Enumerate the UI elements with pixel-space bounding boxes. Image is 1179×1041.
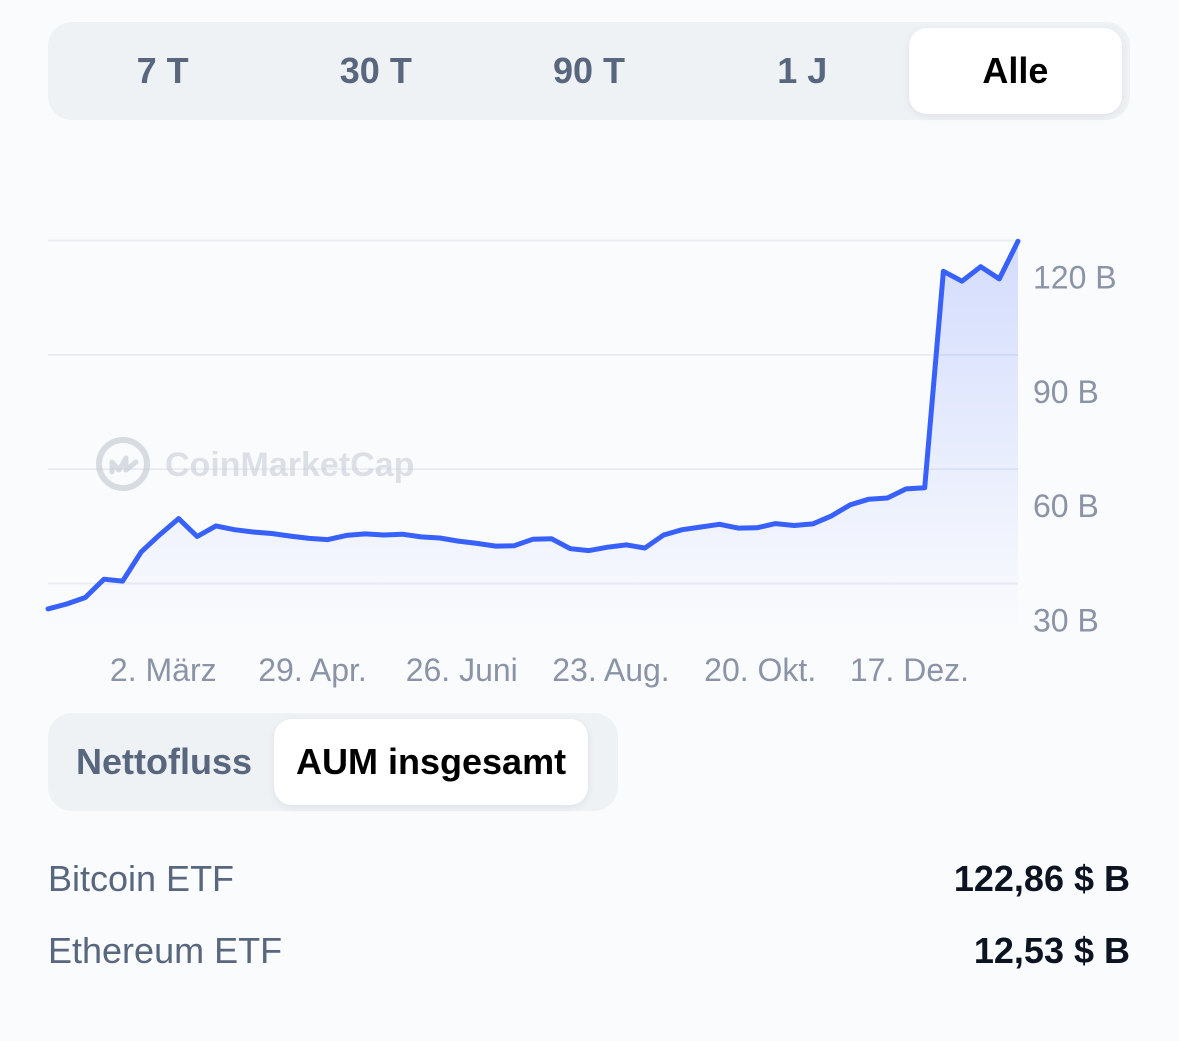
- y-tick-label: 120 B: [1033, 260, 1117, 296]
- range-tab-90-days[interactable]: 90 T: [552, 50, 626, 91]
- etf-row-bitcoin: Bitcoin ETF 122,86 $ B: [48, 858, 1130, 900]
- range-tab-7-days[interactable]: 7 T: [136, 50, 189, 91]
- aum-series-line: [45, 238, 1021, 612]
- tab-total-aum[interactable]: AUM insgesamt: [274, 719, 589, 805]
- range-tab-30-days[interactable]: 30 T: [339, 50, 412, 91]
- metric-selector: Nettofluss AUM insgesamt: [48, 713, 618, 811]
- coinmarketcap-logo-icon: [96, 437, 150, 491]
- time-range-selector: 7 T 30 T 90 T 1 J Alle: [48, 22, 1130, 120]
- y-tick-label: 60 B: [1033, 488, 1099, 524]
- x-tick-label: 17. Dez.: [850, 652, 969, 688]
- watermark-text: CoinMarketCap: [165, 446, 414, 484]
- tab-net-flow[interactable]: Nettofluss: [76, 741, 253, 782]
- x-tick-label: 23. Aug.: [552, 652, 669, 688]
- etf-value: 122,86 $ B: [953, 858, 1130, 899]
- etf-row-ethereum: Ethereum ETF 12,53 $ B: [48, 930, 1130, 972]
- range-tab-1-year[interactable]: 1 J: [777, 50, 828, 91]
- etf-value: 12,53 $ B: [973, 930, 1130, 971]
- y-tick-label: 30 B: [1033, 603, 1099, 639]
- y-tick-label: 90 B: [1033, 374, 1099, 410]
- x-tick-label: 20. Okt.: [704, 652, 816, 688]
- range-tab-all[interactable]: Alle: [908, 28, 1123, 114]
- aum-chart[interactable]: CoinMarketCap 120 B 90 B 60 B 30 B 2. März 2…: [0, 130, 1179, 710]
- etf-name: Ethereum ETF: [48, 930, 283, 971]
- watermark: CoinMarketCap: [96, 437, 414, 491]
- x-tick-label: 29. Apr.: [258, 652, 367, 688]
- x-tick-label: 2. März: [110, 652, 217, 688]
- aum-area-fill: [48, 241, 1018, 630]
- x-tick-label: 26. Juni: [406, 652, 518, 688]
- etf-name: Bitcoin ETF: [48, 858, 235, 899]
